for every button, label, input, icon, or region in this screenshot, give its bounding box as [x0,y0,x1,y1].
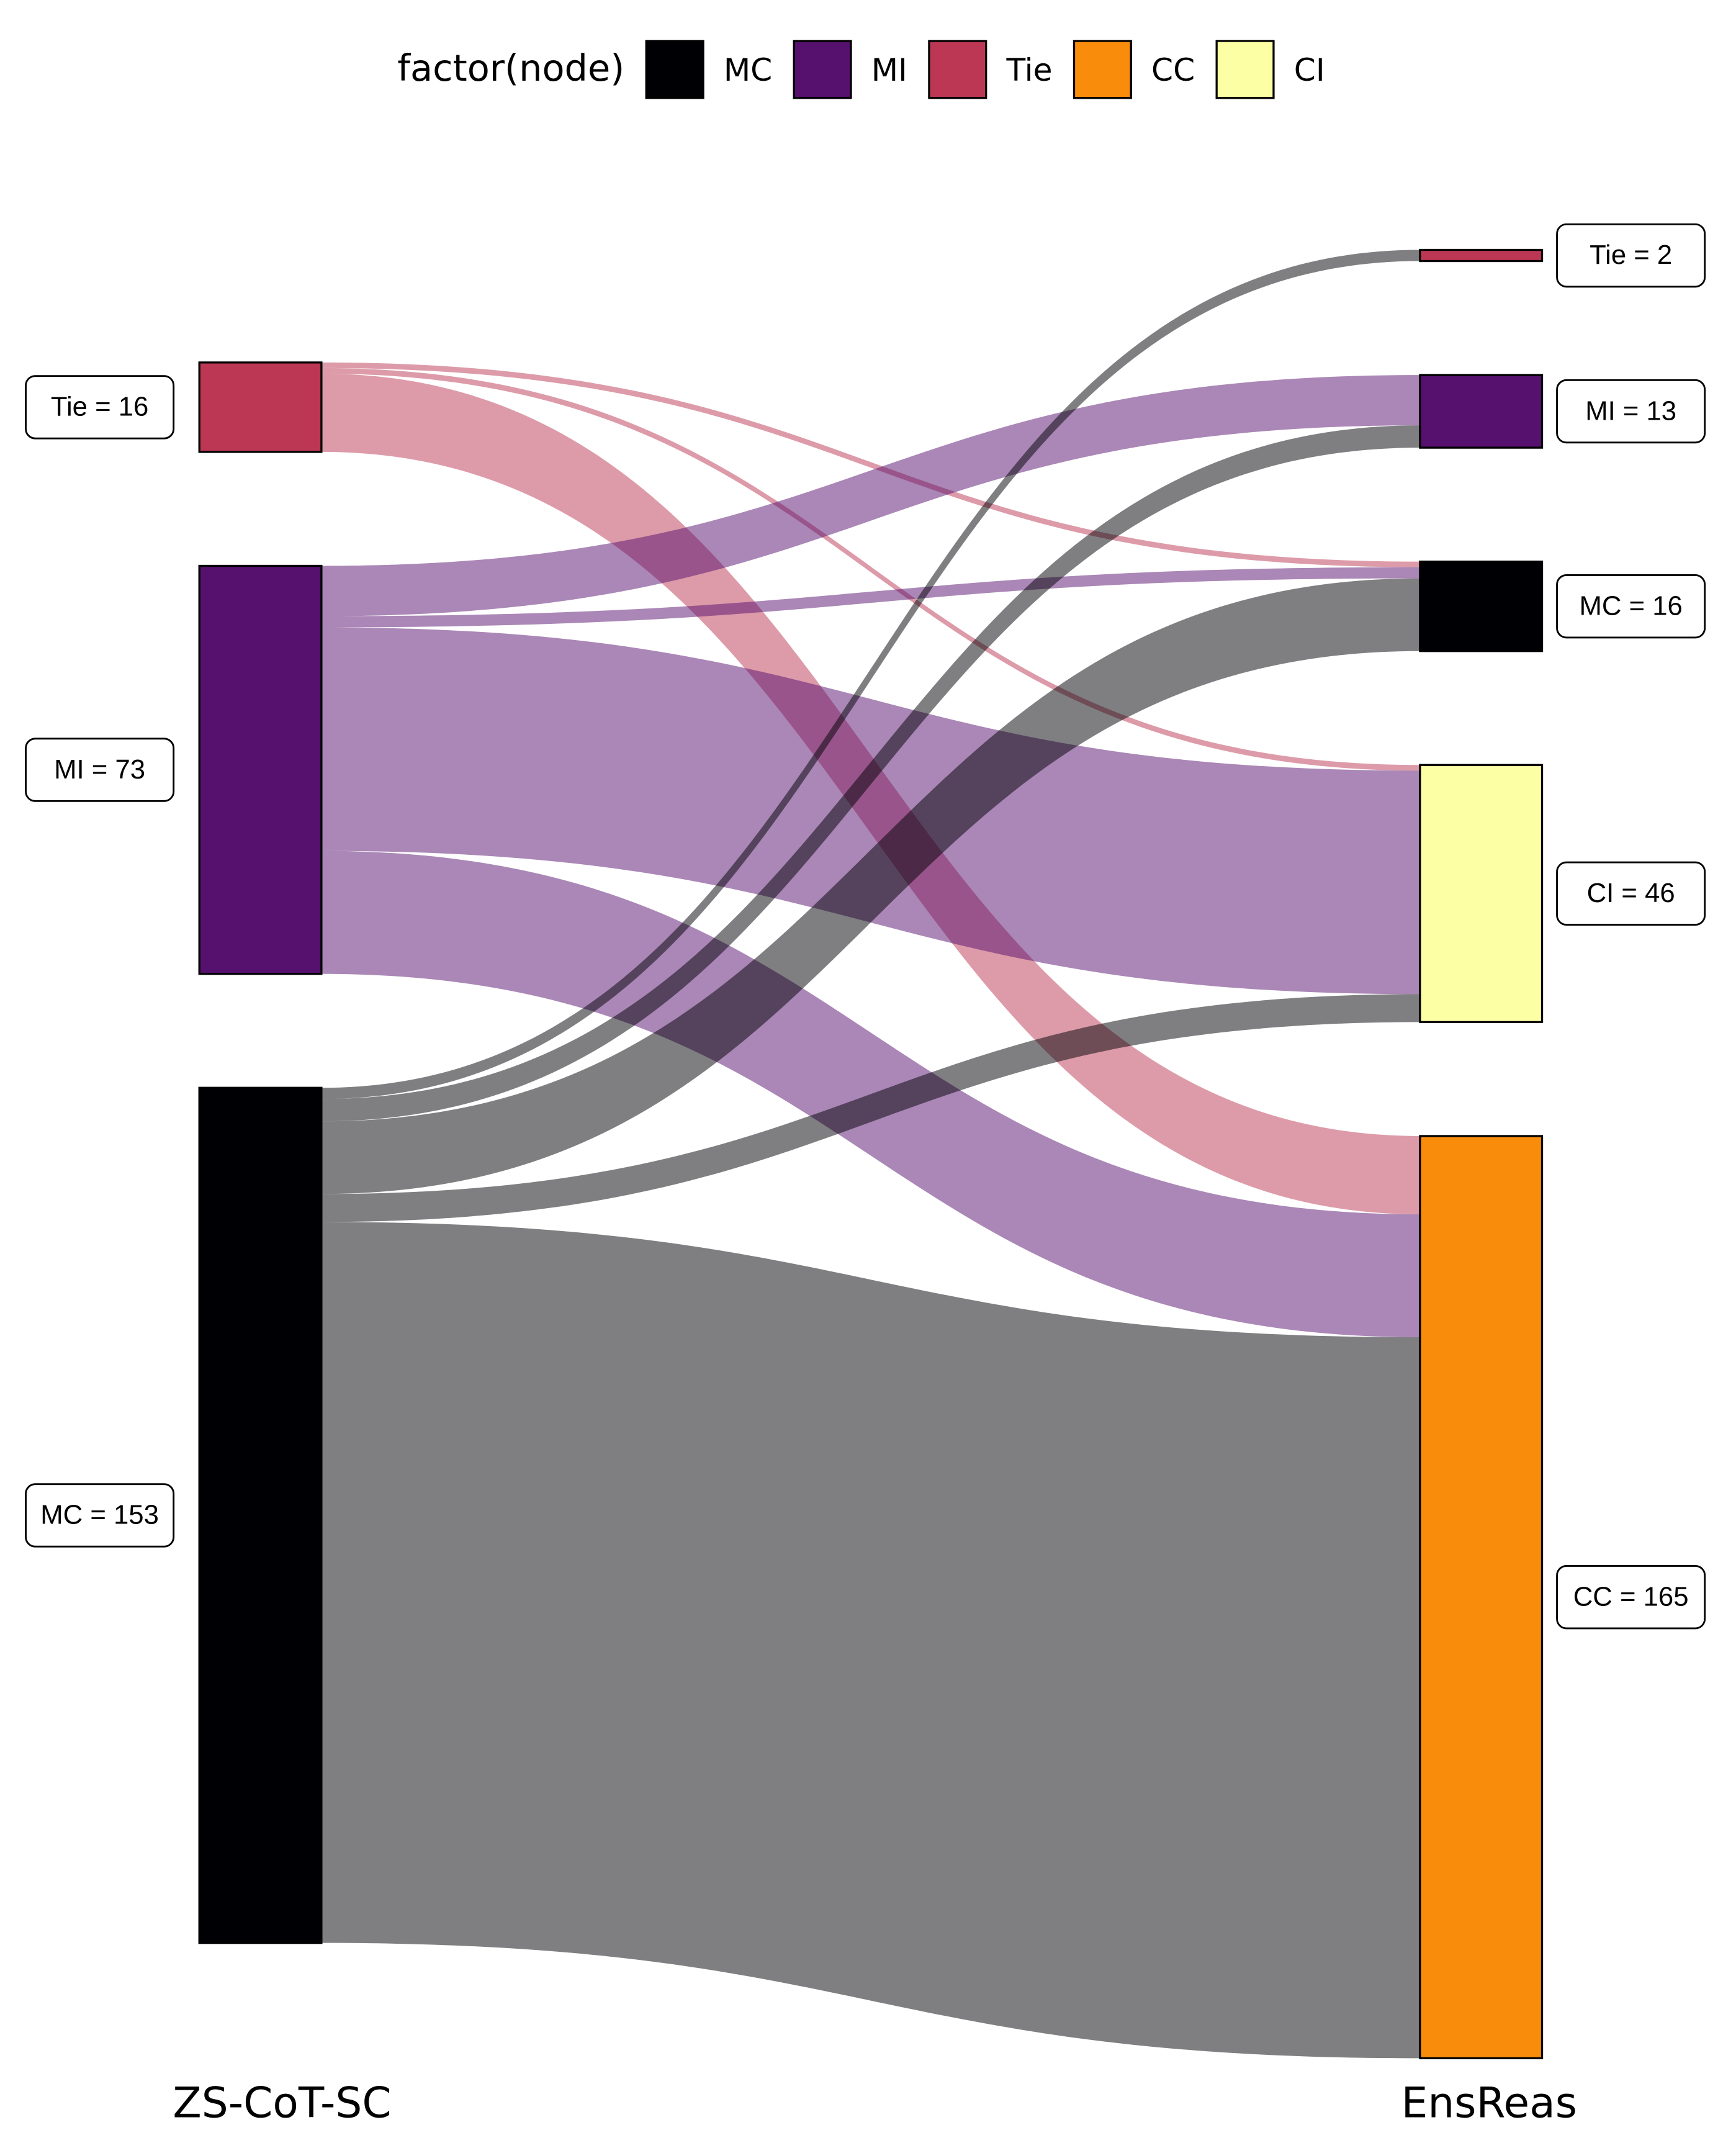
legend-label: MI [871,52,907,88]
flow [321,425,1420,1122]
node-label: MI = 73 [54,754,145,785]
legend-label: CC [1151,52,1195,88]
node-label-box [1556,1565,1706,1630]
legend-label: MC [724,52,772,88]
node [198,564,323,975]
node-label-box [25,738,175,802]
axis-label: ZS-CoT-SC [173,2078,391,2127]
flow [321,851,1420,1338]
legend-label: CI [1294,52,1325,88]
flow [321,368,1420,771]
legend-swatch [928,40,987,99]
node [1419,1135,1544,2060]
node-label-box [1556,574,1706,639]
node-label: CC = 165 [1573,1581,1689,1612]
node-label: MI = 13 [1585,395,1676,426]
legend-swatch [1215,40,1275,99]
legend-swatch [793,40,852,99]
node-label-box [1556,379,1706,444]
links [321,250,1420,2059]
flow [321,994,1420,1222]
flow [321,567,1420,628]
foreground: factor(node) MC MI Tie CC CI Tie = 16 MI = 73 MC… [25,40,1706,2127]
node [198,1086,323,1944]
node [1419,374,1544,449]
flow [321,375,1420,616]
legend-swatch [1073,40,1132,99]
node-label: Tie = 16 [51,392,148,422]
node [1419,764,1544,1024]
flow [321,578,1420,1194]
node-label-box [25,1483,175,1548]
legend-title: factor(node) [397,47,624,89]
node-label: CI = 46 [1587,878,1675,908]
node-label-box [1556,861,1706,926]
flow [321,362,1420,567]
node-label: Tie = 2 [1590,240,1672,270]
node-label-box [25,375,175,440]
node [198,361,323,453]
node-label: MC = 153 [40,1500,159,1530]
node [1419,561,1544,652]
axis-label: EnsReas [1401,2078,1577,2127]
flow [321,627,1420,995]
legend-swatch [645,40,704,99]
node [1419,248,1544,263]
flow [321,250,1420,1099]
node-label: MC = 16 [1579,590,1682,621]
legend-label: Tie [1005,52,1052,88]
flow [321,1222,1420,2059]
node-label-box [1556,223,1706,288]
